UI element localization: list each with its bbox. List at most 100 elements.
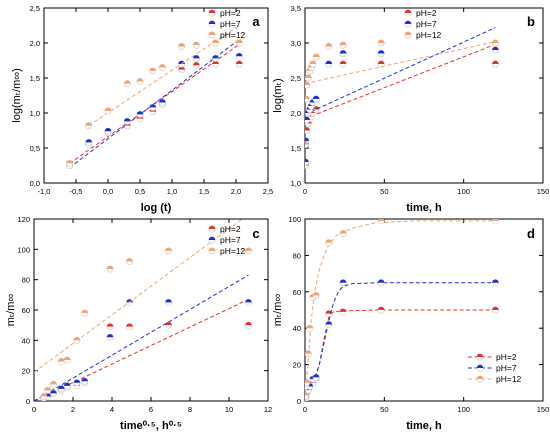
data-point <box>377 49 385 57</box>
x-axis-label: log (t) <box>141 202 172 214</box>
data-point <box>235 60 243 68</box>
data-point <box>325 60 333 68</box>
y-tick-label: 100 <box>17 245 30 254</box>
data-point <box>106 265 114 273</box>
legend-item: pH=2 <box>404 8 437 18</box>
data-point <box>305 158 309 166</box>
data-point <box>491 39 499 47</box>
legend: pH=2pH=7pH=12 <box>208 8 246 40</box>
series-ph12 <box>34 219 253 400</box>
x-tick-label: 50 <box>380 187 388 196</box>
x-tick-label: 0 <box>303 405 307 414</box>
legend-item: pH=12 <box>208 30 246 40</box>
legend-item: pH=12 <box>468 374 522 384</box>
y-tick-label: 0,5 <box>30 144 40 153</box>
data-point <box>49 380 57 388</box>
legend: pH=2pH=7pH=12 <box>208 224 246 256</box>
data-point <box>104 127 112 135</box>
data-point <box>339 49 347 57</box>
y-axis-label: mₜ/m∞ <box>5 294 17 326</box>
legend-label: pH=7 <box>416 19 437 29</box>
y-tick-label: 1,0 <box>291 179 301 188</box>
data-point <box>305 74 312 82</box>
data-point <box>165 321 173 329</box>
legend-label: pH=2 <box>220 8 241 18</box>
series-ph7 <box>34 274 253 401</box>
y-tick-label: 3,5 <box>291 4 301 13</box>
x-tick-label: 150 <box>537 405 550 414</box>
x-tick-label: 150 <box>537 187 550 196</box>
fit-curve <box>305 309 496 401</box>
fit-curve <box>305 282 496 401</box>
fit-curve <box>305 220 496 401</box>
x-tick-label: 6 <box>149 405 153 414</box>
y-tick-label: 40 <box>293 324 301 333</box>
legend-item: pH=7 <box>208 235 241 245</box>
plot-frame <box>43 7 269 184</box>
data-point <box>85 138 93 146</box>
data-point <box>73 379 81 387</box>
x-tick-label: 1,5 <box>199 187 209 196</box>
data-point <box>312 373 320 381</box>
data-point <box>305 127 311 134</box>
y-tick-label: 60 <box>22 306 30 315</box>
data-point <box>235 39 243 47</box>
legend-item: pH=7 <box>468 363 517 373</box>
y-tick-label: 0,0 <box>30 179 40 188</box>
data-point <box>57 385 65 393</box>
y-axis-label: mₜ/m∞ <box>272 294 284 326</box>
data-point <box>305 81 311 89</box>
x-tick-label: 1,0 <box>167 187 177 196</box>
y-tick-label: 1,5 <box>291 144 301 153</box>
data-point <box>66 159 74 167</box>
x-tick-label: 50 <box>380 405 388 414</box>
data-point <box>192 61 200 69</box>
data-point <box>305 116 311 124</box>
panel-b: 0 50 100 150 1,0 1,5 2,0 2,5 3,0 3,5 time, h log(mₜ… <box>272 4 549 214</box>
data-point <box>306 324 314 332</box>
y-tick-label: 2,5 <box>291 74 301 83</box>
x-tick-label: 8 <box>188 405 192 414</box>
legend-item: pH=7 <box>404 19 437 29</box>
data-point <box>235 52 243 60</box>
data-point <box>123 117 131 125</box>
data-point <box>85 122 93 130</box>
data-point <box>339 279 347 287</box>
data-point <box>49 389 57 397</box>
panel-letter: a <box>252 14 260 29</box>
data-point <box>377 279 385 287</box>
x-tick-label: 2,0 <box>231 187 241 196</box>
panel-letter: d <box>527 226 535 241</box>
y-tick-label: 80 <box>22 276 30 285</box>
data-point <box>106 333 114 341</box>
data-point <box>136 110 144 118</box>
data-point <box>149 103 157 111</box>
legend-label: pH=2 <box>496 352 517 362</box>
data-point <box>312 95 320 103</box>
data-point <box>245 247 253 255</box>
legend-item: pH=2 <box>468 352 517 362</box>
data-point <box>158 99 166 107</box>
series-ph12 <box>305 219 499 401</box>
x-tick-label: 0 <box>32 405 36 414</box>
y-tick-label: 2,0 <box>30 39 40 48</box>
legend-item: pH=12 <box>404 30 442 40</box>
data-point <box>325 321 333 329</box>
x-tick-label: 12 <box>264 405 272 414</box>
data-point <box>309 60 317 68</box>
data-point <box>73 336 81 344</box>
data-point <box>212 39 220 47</box>
legend-item: pH=2 <box>208 224 241 234</box>
y-tick-label: 40 <box>22 336 30 345</box>
panel-letter: c <box>252 226 259 241</box>
legend: pH=2pH=7pH=12 <box>468 352 522 384</box>
y-tick-label: 2,0 <box>291 109 301 118</box>
data-point <box>44 386 52 394</box>
data-point <box>178 42 186 50</box>
y-tick-label: 20 <box>22 367 30 376</box>
x-tick-label: -0,5 <box>70 187 83 196</box>
fit-line <box>34 219 244 373</box>
data-point <box>377 39 385 47</box>
legend-item: pH=2 <box>208 8 241 18</box>
